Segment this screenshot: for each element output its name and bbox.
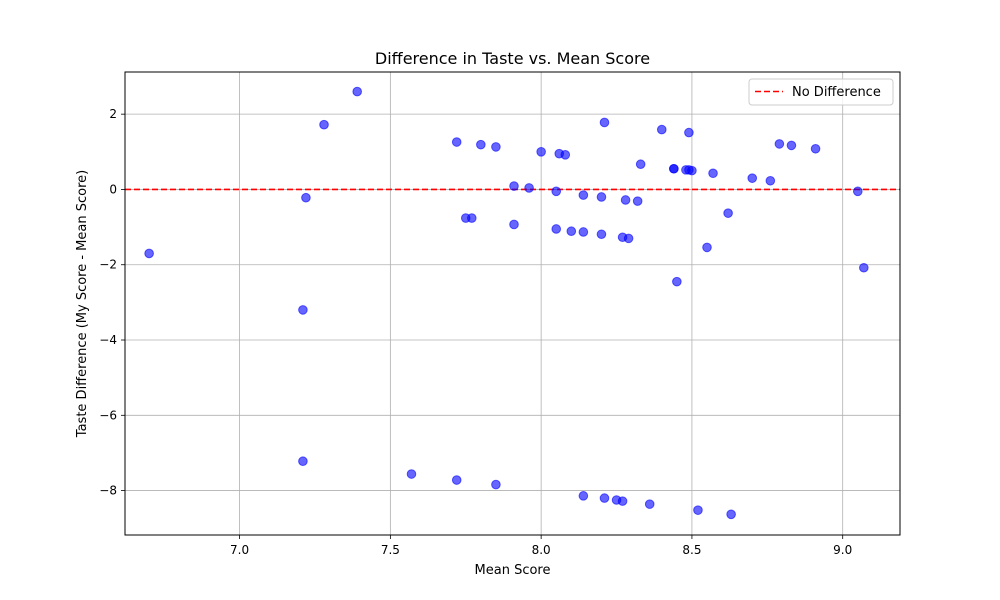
legend: No Difference [748, 78, 894, 106]
x-tick-label: 7.0 [230, 543, 249, 557]
data-point [599, 493, 610, 503]
data-point [560, 150, 571, 160]
x-tick-label: 8.5 [682, 543, 701, 557]
data-point [578, 491, 589, 501]
data-point [656, 124, 667, 135]
data-point [451, 137, 462, 147]
data-point [144, 248, 154, 259]
legend-box [748, 78, 894, 106]
data-point [551, 224, 562, 234]
data-point [301, 192, 311, 203]
x-tick-label: 8.0 [532, 543, 551, 557]
data-point [596, 229, 607, 240]
x-axis-ticks: 7.0 7.5 8.0 8.5 9.0 [230, 535, 852, 557]
data-point [491, 142, 501, 152]
data-point [693, 505, 703, 515]
legend-label-no-difference: No Difference [792, 85, 881, 100]
data-point [702, 242, 712, 253]
y-tick-label: −6 [99, 408, 117, 422]
data-point [509, 219, 519, 230]
data-point [466, 213, 477, 223]
data-point [524, 183, 534, 193]
y-tick-label: 0 [109, 182, 117, 196]
data-point [810, 143, 821, 154]
data-point [726, 509, 736, 520]
data-point [747, 173, 758, 183]
data-point [635, 159, 646, 170]
chart-title: Difference in Taste vs. Mean Score [375, 49, 650, 68]
data-point [491, 479, 501, 490]
data-points [144, 86, 869, 520]
data-point [578, 190, 589, 200]
data-point [451, 475, 462, 485]
data-point [566, 226, 577, 237]
data-point [298, 456, 308, 467]
data-point [406, 469, 417, 479]
data-point [723, 208, 733, 218]
data-point [852, 186, 863, 197]
y-tick-label: −8 [99, 484, 117, 498]
x-tick-label: 9.0 [833, 543, 852, 557]
data-point [687, 165, 697, 176]
data-point [352, 86, 362, 97]
data-point [551, 186, 562, 197]
data-point [859, 262, 869, 273]
data-point [536, 147, 546, 157]
y-tick-label: −2 [99, 258, 117, 272]
plot-frame [124, 71, 901, 536]
y-axis-title: Taste Difference (My Score - Mean Score) [75, 170, 90, 438]
data-point [617, 496, 628, 506]
y-tick-label: −4 [99, 333, 117, 347]
data-point [669, 163, 679, 174]
data-point [632, 196, 643, 206]
data-point [684, 127, 694, 138]
y-axis-ticks: 2 0 −2 −4 −6 −8 [99, 107, 125, 498]
data-point [623, 233, 634, 244]
data-point [765, 175, 776, 186]
data-point [298, 305, 308, 315]
data-point [599, 117, 610, 128]
data-point [476, 139, 486, 150]
data-point [708, 168, 718, 179]
data-point [319, 119, 329, 130]
data-point [509, 181, 519, 191]
data-point [786, 140, 797, 151]
y-tick-label: 2 [109, 107, 117, 121]
x-axis-title: Mean Score [475, 563, 551, 578]
data-point [644, 499, 655, 509]
data-point [672, 276, 682, 287]
data-point [620, 195, 631, 205]
x-tick-label: 7.5 [381, 543, 400, 557]
data-point [596, 192, 607, 202]
data-point [578, 227, 589, 237]
data-point [774, 139, 785, 149]
